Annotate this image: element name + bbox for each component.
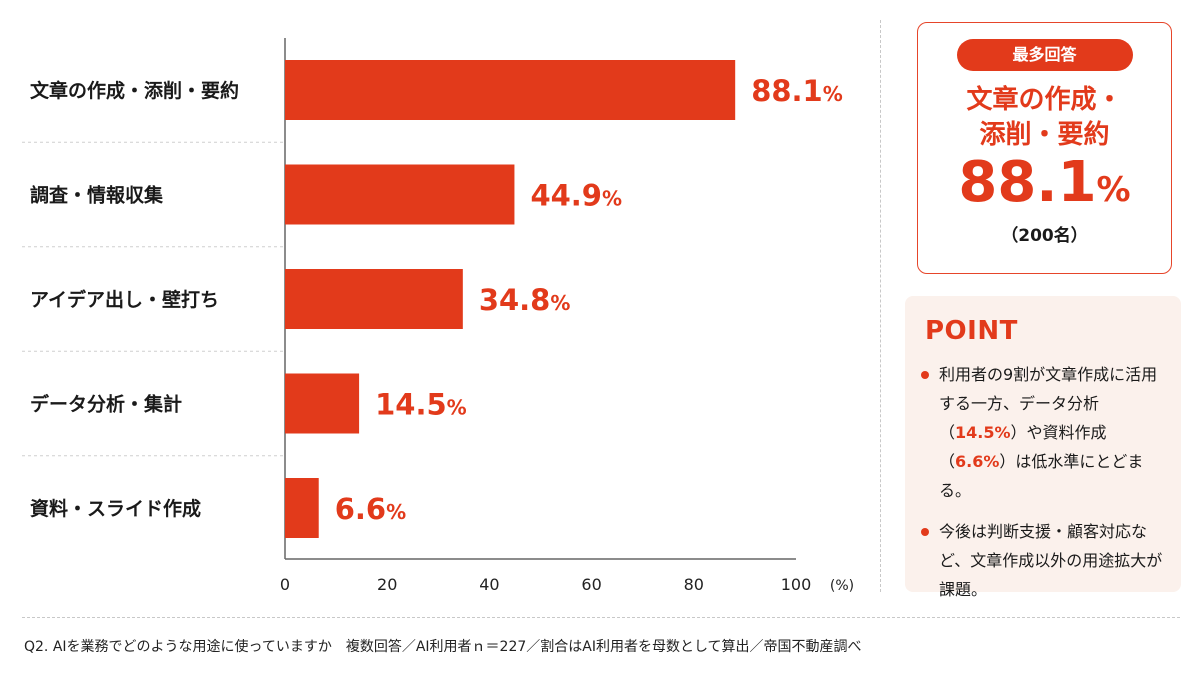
- point-item-1-text-a: 利用者の9割が文章作成に活用する一方、データ分析（: [939, 365, 1158, 442]
- bullet-dot-icon: [921, 528, 929, 536]
- point-item-2: 今後は判断支援・顧客対応など、文章作成以外の用途拡大が課題。: [917, 517, 1163, 604]
- top-answer-category-line1: 文章の作成・: [966, 85, 1123, 115]
- point-item-1-highlight-b: 6.6%: [955, 452, 1000, 471]
- top-answer-category-line2: 添削・要約: [979, 120, 1110, 151]
- point-title: POINT: [925, 316, 1018, 346]
- top-answer-unit: %: [1096, 170, 1131, 211]
- bullet-dot-icon: [921, 371, 929, 379]
- category-label: 調査・情報収集: [30, 184, 164, 207]
- category-label: 資料・スライド作成: [30, 497, 201, 520]
- bar-value-label: 44.9%: [530, 179, 622, 213]
- x-tick-label: 100: [781, 575, 812, 594]
- top-answer-value: 88.1%: [918, 155, 1171, 211]
- category-label: 文章の作成・添削・要約: [30, 79, 239, 102]
- horizontal-divider: [22, 617, 1180, 618]
- point-item-1-text-c: ）は低水準にとどまる。: [939, 452, 1144, 500]
- top-answer-badge: 最多回答: [956, 39, 1133, 71]
- point-list: 利用者の9割が文章作成に活用する一方、データ分析（14.5%）や資料作成（6.6…: [917, 360, 1163, 604]
- point-item-1-text-b: ）や資料作成（: [939, 423, 1107, 471]
- bar: [285, 164, 515, 225]
- top-answer-card: 最多回答 文章の作成・ 添削・要約 88.1% （200名）: [917, 22, 1172, 274]
- bar-value-label: 6.6%: [335, 492, 406, 526]
- point-panel: POINT 利用者の9割が文章作成に活用する一方、データ分析（14.5%）や資料…: [905, 296, 1181, 599]
- bar-value-label: 34.8%: [479, 283, 571, 317]
- bar-value-label: 14.5%: [375, 388, 467, 422]
- point-item-1-highlight-a: 14.5%: [955, 423, 1011, 442]
- x-tick-label: 80: [684, 575, 704, 594]
- bar-chart: 0 20 40 60 80 100 (%) 文章の作成・添削・要約 88.1% 調査・情報収集 44…: [22, 38, 854, 594]
- bar: [285, 269, 463, 329]
- point-item-2-text: 今後は判断支援・顧客対応など、文章作成以外の用途拡大が課題。: [939, 522, 1163, 599]
- bar: [285, 478, 319, 538]
- x-unit-label: (%): [830, 578, 854, 594]
- point-item-1: 利用者の9割が文章作成に活用する一方、データ分析（14.5%）や資料作成（6.6…: [917, 360, 1163, 505]
- vertical-divider: [880, 20, 881, 592]
- footnote: Q2. AIを業務でどのような用途に使っていますか 複数回答／AI利用者ｎ＝22…: [24, 639, 862, 655]
- top-answer-count: （200名）: [1001, 226, 1088, 247]
- x-tick-label: 0: [280, 575, 290, 594]
- top-answer-category: 文章の作成・ 添削・要約: [918, 83, 1171, 153]
- x-tick-label: 20: [377, 575, 397, 594]
- top-answer-number: 88.1: [958, 150, 1097, 216]
- bar-value-label: 88.1%: [751, 74, 843, 108]
- bar: [285, 60, 736, 120]
- category-label: アイデア出し・壁打ち: [30, 288, 219, 311]
- x-tick-label: 40: [479, 575, 499, 594]
- category-label: データ分析・集計: [30, 393, 182, 416]
- x-tick-label: 60: [581, 575, 601, 594]
- bar: [285, 373, 360, 434]
